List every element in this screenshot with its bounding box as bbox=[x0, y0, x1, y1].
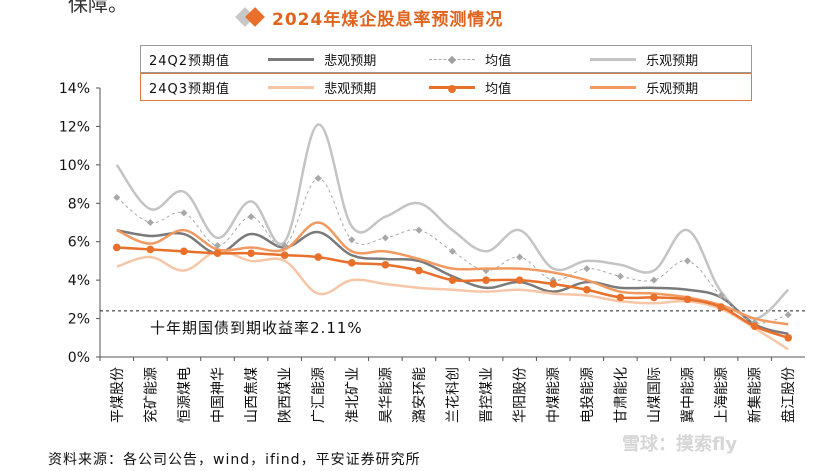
legend-line-icon bbox=[590, 85, 637, 89]
series-point-4 bbox=[146, 245, 155, 254]
series-point-1 bbox=[381, 234, 389, 242]
series-point-4 bbox=[717, 303, 725, 311]
legend-q3-label: 24Q3预期值 bbox=[149, 81, 231, 97]
series-point-1 bbox=[415, 226, 423, 234]
x-tick-label: 中国神华 bbox=[211, 367, 227, 423]
series-point-4 bbox=[784, 333, 793, 342]
x-tick-label: 潞安环能 bbox=[412, 367, 428, 423]
series-point-1 bbox=[348, 236, 356, 244]
series-point-1 bbox=[650, 276, 658, 284]
series-point-1 bbox=[784, 311, 792, 319]
y-tick-label: 4% bbox=[68, 273, 90, 289]
series-point-1 bbox=[448, 247, 457, 255]
legend-line-icon bbox=[268, 57, 315, 61]
x-tick-label: 冀中能源 bbox=[681, 367, 697, 423]
x-tick-label: 广汇能源 bbox=[311, 367, 327, 423]
y-tick-label: 10% bbox=[59, 158, 90, 174]
series-point-4 bbox=[683, 295, 692, 304]
y-tick-label: 0% bbox=[68, 350, 90, 366]
x-tick-label: 上海能源 bbox=[714, 367, 730, 423]
x-tick-label: 恒源煤电 bbox=[177, 367, 193, 423]
x-tick-label: 中煤能源 bbox=[546, 367, 562, 423]
legend-q2-pessimistic-label: 悲观预期 bbox=[324, 53, 377, 69]
x-tick-label: 陕西煤业 bbox=[278, 367, 294, 423]
series-point-4 bbox=[750, 322, 759, 331]
series-point-4 bbox=[381, 260, 390, 269]
series-line-5 bbox=[116, 221, 789, 326]
chart-title: 2024年煤企股息率预测情况 bbox=[235, 4, 504, 30]
x-tick-label: 晋控煤业 bbox=[479, 367, 495, 423]
series-point-4 bbox=[247, 249, 255, 258]
legend-q2-label: 24Q2预期值 bbox=[149, 53, 231, 69]
series-point-4 bbox=[582, 285, 591, 294]
series-point-4 bbox=[650, 293, 658, 302]
y-tick-label: 2% bbox=[68, 312, 90, 328]
legend-q3-pessimistic-label: 悲观预期 bbox=[324, 81, 377, 97]
series-point-4 bbox=[448, 276, 457, 284]
reference-label: 十年期国债到期收益率2.11% bbox=[150, 319, 363, 337]
series-point-1 bbox=[516, 253, 524, 261]
series-point-1 bbox=[314, 174, 322, 182]
legend-q2-mean-label: 均值 bbox=[485, 53, 512, 69]
cut-off-text: 保障。 bbox=[68, 0, 128, 16]
x-tick-label: 新集能源 bbox=[747, 367, 764, 423]
series-line-1 bbox=[116, 177, 789, 324]
legend-q3-optimistic: 乐观预期 bbox=[590, 78, 751, 97]
series-point-4 bbox=[515, 276, 524, 284]
legend-q3-optimistic-label: 乐观预期 bbox=[646, 81, 699, 97]
series-point-1 bbox=[247, 213, 255, 221]
legend-q2: 24Q2预期值 悲观预期 均值 乐观预期 bbox=[140, 45, 752, 73]
series-point-1 bbox=[583, 265, 591, 273]
series-point-1 bbox=[180, 209, 188, 217]
series-point-1 bbox=[113, 193, 121, 202]
series-point-1 bbox=[146, 218, 154, 227]
legend-q2-pessimistic: 悲观预期 bbox=[268, 50, 429, 69]
x-tick-label: 平煤股份 bbox=[110, 367, 126, 423]
legend-dot-line-icon bbox=[429, 84, 476, 93]
legend-dashed-line-icon bbox=[429, 55, 476, 64]
y-tick-label: 12% bbox=[59, 119, 90, 135]
x-tick-label: 电投能源 bbox=[580, 367, 596, 423]
series-line-2 bbox=[115, 123, 790, 320]
x-tick-label: 昊华能源 bbox=[378, 367, 394, 423]
chart-title-text: 2024年煤企股息率预测情况 bbox=[272, 9, 504, 30]
series-point-4 bbox=[616, 293, 625, 302]
legend-q2-mean: 均值 bbox=[429, 50, 590, 69]
x-tick-label: 盘江股份 bbox=[780, 367, 797, 423]
series-point-4 bbox=[180, 247, 188, 256]
series-point-4 bbox=[415, 266, 423, 275]
series-point-4 bbox=[549, 280, 558, 288]
legend-q2-optimistic: 乐观预期 bbox=[590, 50, 751, 69]
series-point-1 bbox=[213, 242, 222, 250]
series-point-4 bbox=[112, 243, 121, 252]
watermark: 雪球：摸索fly bbox=[622, 434, 738, 455]
series-point-4 bbox=[314, 253, 323, 261]
y-tick-label: 6% bbox=[68, 235, 90, 251]
x-tick-label: 兰花科创 bbox=[446, 367, 462, 423]
legend-q3-pessimistic: 悲观预期 bbox=[268, 78, 429, 97]
x-tick-label: 淮北矿业 bbox=[345, 367, 361, 423]
x-tick-label: 甘肃能化 bbox=[613, 367, 629, 423]
x-tick-label: 山煤国际 bbox=[647, 367, 663, 423]
legend-line-icon bbox=[268, 85, 315, 89]
y-tick-label: 8% bbox=[68, 196, 90, 212]
series-point-1 bbox=[616, 272, 624, 280]
series-point-1 bbox=[683, 257, 692, 265]
source-note: 资料来源：各公司公告，wind，ifind，平安证券研究所 bbox=[48, 452, 421, 468]
legend-q3-mean: 均值 bbox=[429, 78, 590, 97]
x-tick-label: 兖矿能源 bbox=[143, 367, 159, 423]
legend-q2-optimistic-label: 乐观预期 bbox=[646, 53, 699, 69]
legend-q3: 24Q3预期值 悲观预期 均值 乐观预期 bbox=[140, 73, 752, 101]
series-point-1 bbox=[717, 291, 725, 300]
series-point-4 bbox=[213, 249, 222, 258]
series-point-4 bbox=[482, 276, 490, 284]
y-tick-label: 14% bbox=[59, 81, 90, 97]
x-tick-label: 华阳股份 bbox=[513, 367, 529, 423]
legend-line-icon bbox=[590, 57, 637, 61]
legend-q3-mean-label: 均值 bbox=[485, 81, 512, 97]
x-tick-label: 山西焦煤 bbox=[244, 367, 260, 423]
series-point-4 bbox=[347, 259, 356, 267]
series-point-4 bbox=[280, 251, 289, 259]
